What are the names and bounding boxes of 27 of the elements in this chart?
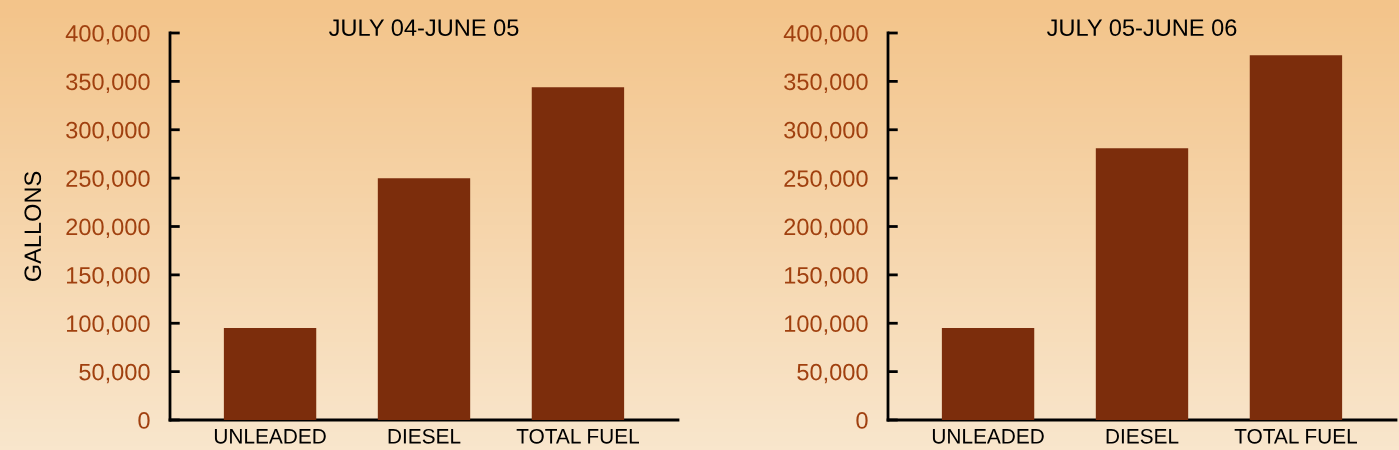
y-tick-label: 200,000	[66, 218, 150, 239]
y-tick-label: 150,000	[785, 266, 868, 287]
y-tick-label: 300,000	[66, 121, 150, 142]
y-tick-label: 250,000	[784, 170, 868, 190]
x-tick-label: UNLEADED	[932, 429, 1044, 444]
y-tick-label: 100,000	[67, 315, 150, 335]
y-tick-label: 0	[856, 412, 868, 429]
y-axis-title: GALLONS	[24, 171, 42, 282]
y-tick-label: 200,000	[784, 218, 868, 239]
x-tick-label: UNLEADED	[214, 429, 326, 444]
y-tick-label: 50,000	[79, 363, 150, 384]
y-tick-label: 50,000	[797, 363, 868, 384]
y-tick-label: 350,000	[784, 73, 868, 93]
y-tick-label: 400,000	[65, 25, 150, 45]
chart-title: JULY 04-JUNE 05	[329, 19, 519, 37]
x-tick-label: DIESEL	[388, 428, 461, 444]
y-tick-label: 150,000	[67, 266, 150, 287]
x-tick-label: TOTAL FUEL	[1234, 428, 1357, 444]
y-tick-label: 0	[138, 412, 150, 429]
y-tick-label: 350,000	[66, 73, 150, 93]
x-tick-label: DIESEL	[1106, 428, 1179, 444]
x-tick-label: TOTAL FUEL	[516, 428, 639, 444]
y-tick-label: 300,000	[784, 121, 868, 142]
y-tick-label: 250,000	[66, 170, 150, 190]
chart-title: JULY 05-JUNE 06	[1047, 19, 1237, 37]
y-tick-label: 400,000	[783, 25, 868, 45]
y-tick-label: 100,000	[785, 315, 868, 335]
